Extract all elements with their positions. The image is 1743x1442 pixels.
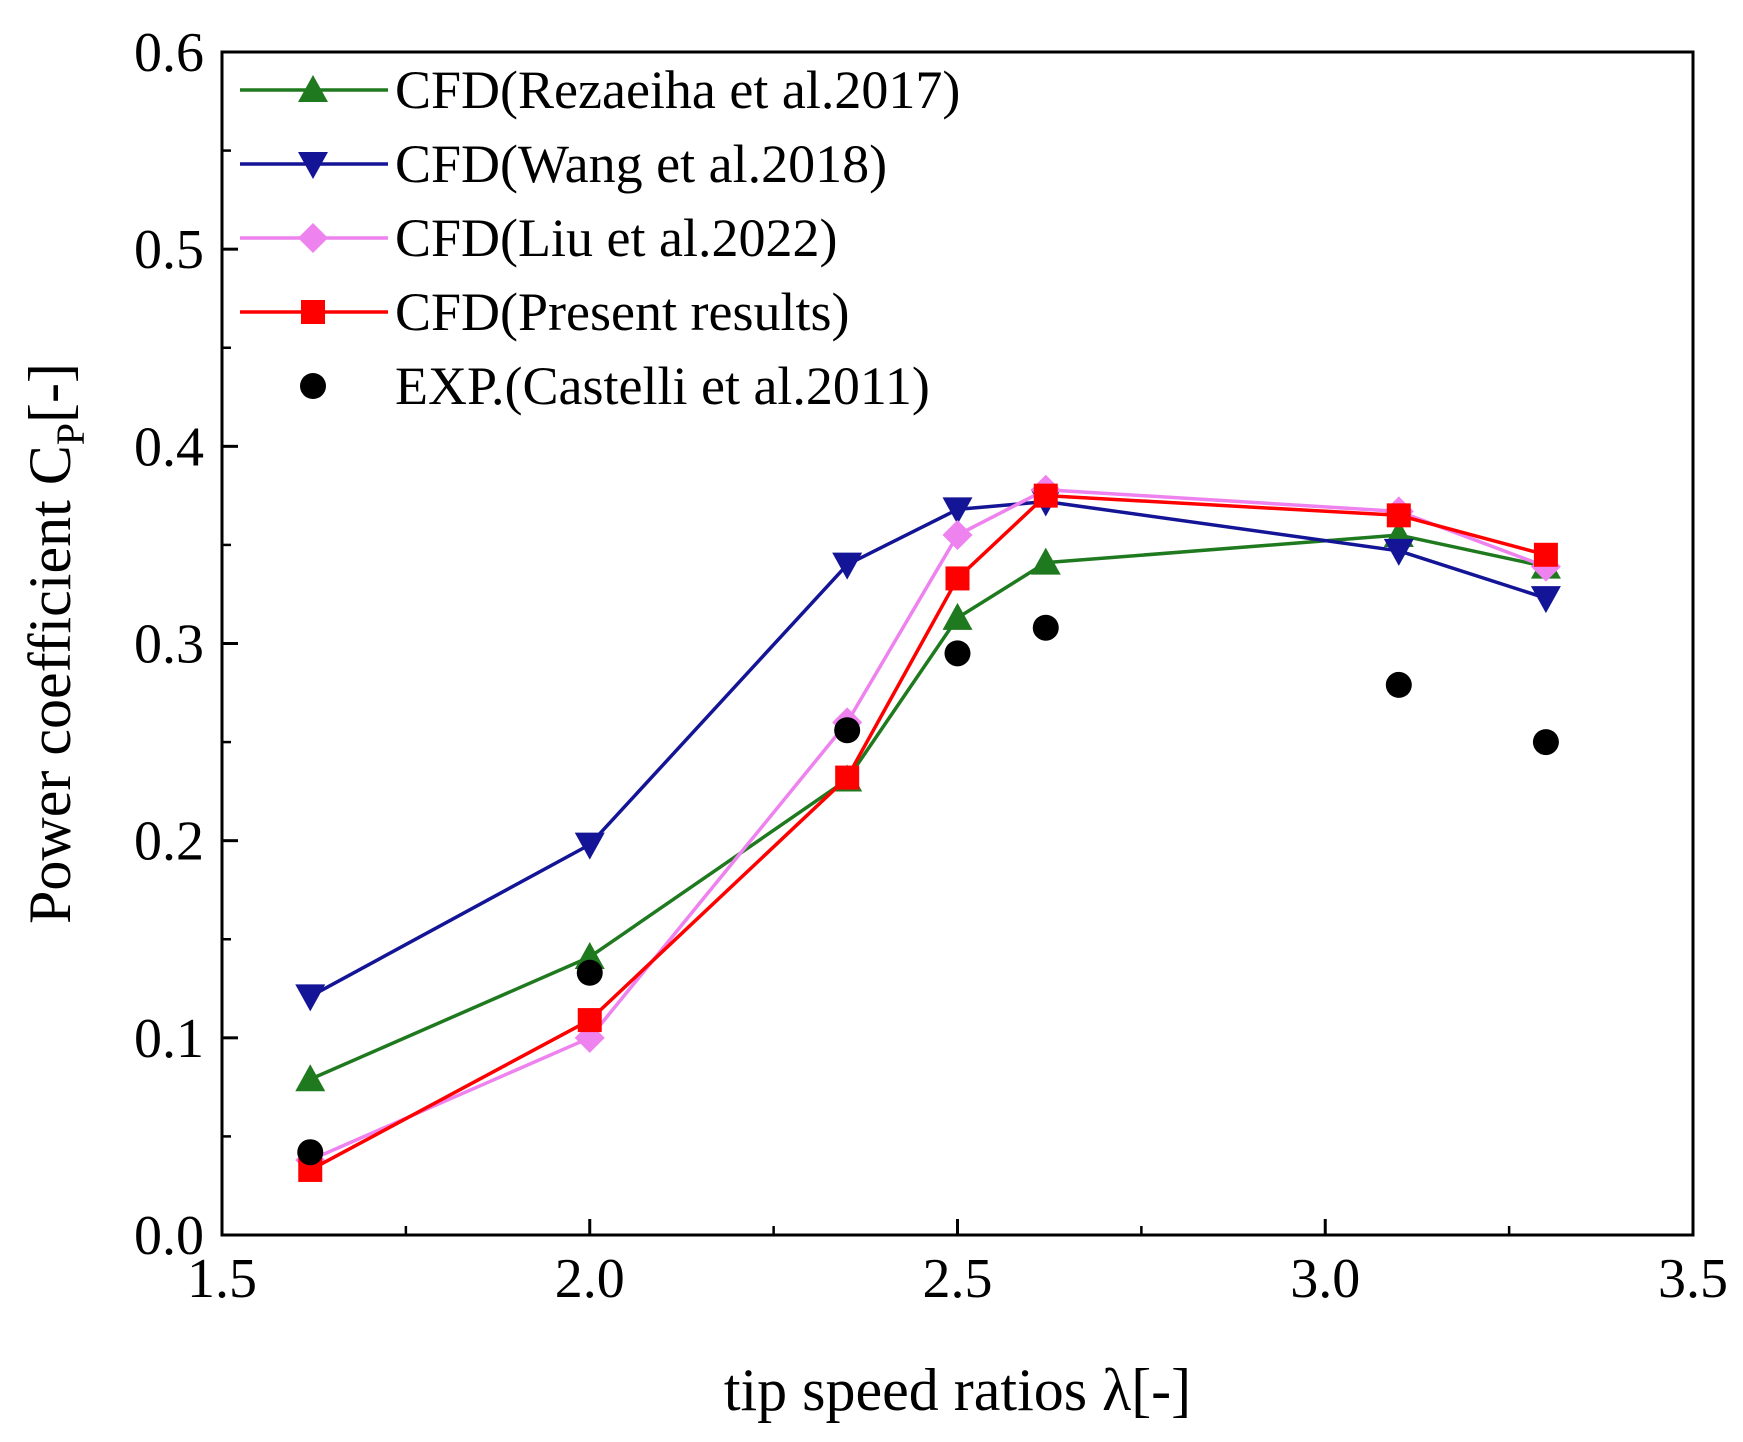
data-point <box>1385 671 1412 698</box>
data-point <box>1386 503 1411 528</box>
x-tick-label: 3.0 <box>1290 1248 1360 1310</box>
data-point <box>1530 586 1561 614</box>
y-tick-label: 0.2 <box>134 811 204 873</box>
x-axis-ticks: 1.5 2.0 2.5 3.0 3.5 <box>187 1219 1728 1310</box>
data-point <box>1533 542 1558 567</box>
data-point <box>1383 538 1414 566</box>
series-2 <box>295 474 1561 1176</box>
data-point <box>942 520 973 551</box>
legend-label: CFD(Rezaeiha et al.2017) <box>395 60 960 120</box>
data-point <box>295 1064 326 1092</box>
x-tick-label: 3.5 <box>1658 1248 1728 1310</box>
data-point <box>945 566 970 591</box>
data-point <box>577 1008 602 1033</box>
y-tick-label: 0.4 <box>134 416 204 478</box>
legend-swatch-marker <box>298 223 328 253</box>
data-point <box>297 1139 324 1166</box>
data-point <box>944 640 971 667</box>
series-4 <box>297 614 1559 1166</box>
legend-swatch-marker <box>298 152 328 179</box>
legend-label: EXP.(Castelli et al.2011) <box>395 356 930 416</box>
series-line <box>309 533 1547 1081</box>
data-point <box>295 984 326 1012</box>
legend-swatch-marker <box>301 300 325 324</box>
data-point <box>576 959 603 986</box>
data-point <box>835 765 860 790</box>
y-tick-label: 0.3 <box>134 614 204 676</box>
series-line <box>309 493 1547 1172</box>
legend-label: CFD(Present results) <box>395 282 849 342</box>
data-point <box>834 717 861 744</box>
data-point <box>832 552 863 580</box>
data-point <box>574 832 605 860</box>
legend-entry: CFD(Rezaeiha et al.2017) <box>240 60 960 120</box>
series-3 <box>298 483 1558 1182</box>
series-1 <box>295 489 1561 1012</box>
legend-entry: EXP.(Castelli et al.2011) <box>300 356 930 416</box>
legend-label: CFD(Liu et al.2022) <box>395 208 837 268</box>
y-tick-label: 0.5 <box>134 219 204 281</box>
data-point <box>942 497 973 525</box>
data-point <box>1532 729 1559 756</box>
data-point <box>1032 614 1059 641</box>
data-point <box>1030 547 1061 575</box>
x-axis-title: tip speed ratios λ[-] <box>724 1357 1191 1423</box>
series-layer <box>295 474 1561 1182</box>
y-axis-title: Power coefficient CP[-] <box>17 363 93 924</box>
legend-entry: CFD(Wang et al.2018) <box>240 134 887 194</box>
legend-label: CFD(Wang et al.2018) <box>395 134 887 194</box>
minor-ticks <box>222 149 1511 1235</box>
data-point <box>1033 483 1058 508</box>
y-axis-title-suffix: [-] <box>17 363 83 423</box>
y-axis-title-subscript: P <box>48 423 93 445</box>
y-axis-ticks: 0.0 0.1 0.2 0.3 0.4 0.5 0.6 <box>134 22 238 1267</box>
y-axis-title-main: Power coefficient C <box>17 445 83 924</box>
x-tick-label: 1.5 <box>187 1248 257 1310</box>
x-tick-label: 2.0 <box>555 1248 625 1310</box>
y-tick-label: 0.6 <box>134 22 204 84</box>
y-tick-label: 0.1 <box>134 1008 204 1070</box>
data-point <box>942 602 973 630</box>
legend-swatch-marker <box>300 373 326 399</box>
series-line <box>309 487 1547 1162</box>
series-0 <box>295 520 1561 1092</box>
x-tick-label: 2.5 <box>923 1248 993 1310</box>
legend-entry: CFD(Liu et al.2022) <box>240 208 837 268</box>
legend: CFD(Rezaeiha et al.2017) CFD(Wang et al.2… <box>240 60 960 416</box>
legend-swatch-marker <box>298 75 328 102</box>
y-tick-label: 0.0 <box>134 1205 204 1267</box>
legend-entry: CFD(Present results) <box>240 282 849 342</box>
series-line <box>309 499 1547 998</box>
